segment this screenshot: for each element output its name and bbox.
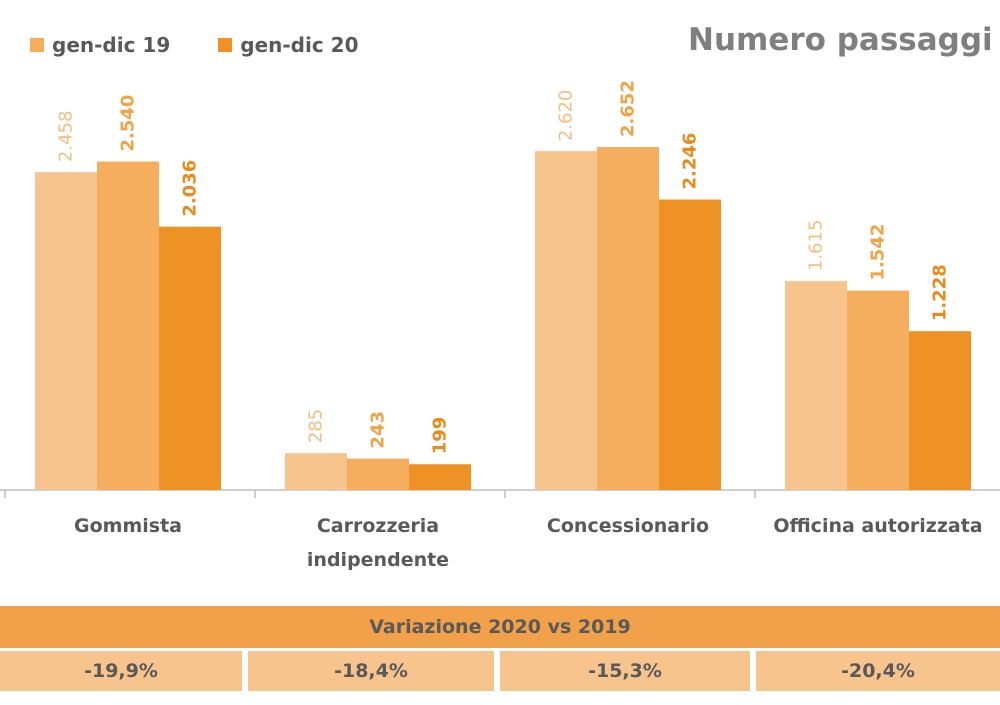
variation-header: Variazione 2020 vs 2019 [0,606,1000,648]
chart-title: Numero passaggi p [688,22,1000,58]
legend-swatch-gen-dic-19 [30,38,44,52]
bar-officina-autorizzata-series-1 [785,281,847,490]
legend-label-gen-dic-20: gen-dic 20 [240,33,359,57]
chart-legend: gen-dic 19 gen-dic 20 [30,33,359,57]
data-label-gommista-series-2: 2.540 [118,95,139,152]
legend-item-gen-dic-20: gen-dic 20 [218,33,359,57]
data-label-concessionario-series-2: 2.652 [618,80,639,137]
data-label-carrozzeria-indipendente-series-3: 199 [430,417,451,455]
bar-concessionario-series-2 [597,147,659,490]
data-label-concessionario-series-1: 2.620 [556,90,577,142]
legend-swatch-gen-dic-20 [218,38,233,52]
bar-gommista-series-3 [159,226,221,490]
data-label-gommista-series-3: 2.036 [180,160,201,217]
category-label-gommista: Gommista [74,515,182,537]
data-label-officina-autorizzata-series-3: 1.228 [930,264,951,321]
data-label-gommista-series-1: 2.458 [56,111,77,163]
variation-cell-carrozzeria: -18,4% [248,651,494,691]
data-label-officina-autorizzata-series-1: 1.615 [806,220,827,272]
category-label-officina-autorizzata: Officina autorizzata [773,515,982,537]
category-label-carrozzeria-indipendente-line-2: indipendente [307,549,449,571]
bar-carrozzeria-indipendente-series-1 [285,453,347,490]
bar-gommista-series-2 [97,161,159,490]
bar-chart: 2.458 2.540 2.036 Gommista 285 243 199 Carrozze… [0,80,1000,571]
data-label-carrozzeria-indipendente-series-2: 243 [368,411,389,449]
bar-carrozzeria-indipendente-series-2 [347,458,409,490]
data-label-officina-autorizzata-series-2: 1.542 [868,224,889,281]
variation-row: -19,9% -18,4% -15,3% -20,4% [0,651,1000,691]
variation-cell-officina: -20,4% [756,651,1000,691]
category-label-concessionario: Concessionario [547,515,709,537]
variation-cell-gommista: -19,9% [0,651,242,691]
bar-concessionario-series-1 [535,151,597,490]
bar-concessionario-series-3 [659,199,721,490]
data-label-concessionario-series-3: 2.246 [680,133,701,190]
legend-item-gen-dic-19: gen-dic 19 [30,33,170,57]
bar-officina-autorizzata-series-2 [847,290,909,490]
variation-cell-concessionario: -15,3% [500,651,750,691]
bar-officina-autorizzata-series-3 [909,331,971,490]
category-label-carrozzeria-indipendente-line-1: Carrozzeria [317,515,439,537]
data-label-carrozzeria-indipendente-series-1: 285 [306,409,327,443]
legend-label-gen-dic-19: gen-dic 19 [52,33,171,57]
bar-carrozzeria-indipendente-series-3 [409,464,471,490]
bar-gommista-series-1 [35,172,97,490]
